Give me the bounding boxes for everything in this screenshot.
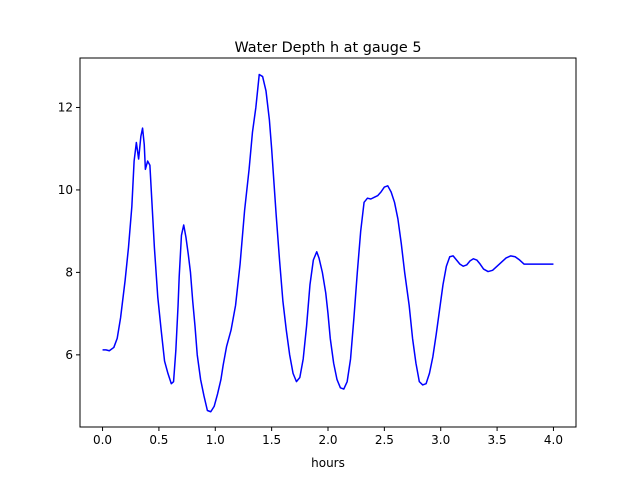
- x-tick-label: 3.5: [488, 433, 507, 447]
- y-tick-label: 10: [58, 183, 73, 197]
- y-tick-label: 6: [65, 348, 73, 362]
- x-tick-label: 2.0: [318, 433, 337, 447]
- x-tick-label: 3.0: [431, 433, 450, 447]
- y-axis: 6 8 10 12: [58, 100, 80, 362]
- x-tick-label: 1.5: [262, 433, 281, 447]
- x-tick-label: 1.0: [206, 433, 225, 447]
- x-tick-label: 4.0: [544, 433, 563, 447]
- y-tick-label: 12: [58, 100, 73, 114]
- x-axis: 0.0 0.5 1.0 1.5 2.0 2.5 3.0 3.5 4.0: [93, 427, 563, 447]
- series-line-0: [102, 73, 554, 413]
- y-tick-label: 8: [65, 265, 73, 279]
- x-tick-label: 0.5: [149, 433, 168, 447]
- x-axis-label: hours: [311, 456, 345, 470]
- series-layer: [102, 73, 554, 413]
- chart-title: Water Depth h at gauge 5: [234, 40, 421, 56]
- x-tick-label: 2.5: [375, 433, 394, 447]
- x-tick-label: 0.0: [93, 433, 112, 447]
